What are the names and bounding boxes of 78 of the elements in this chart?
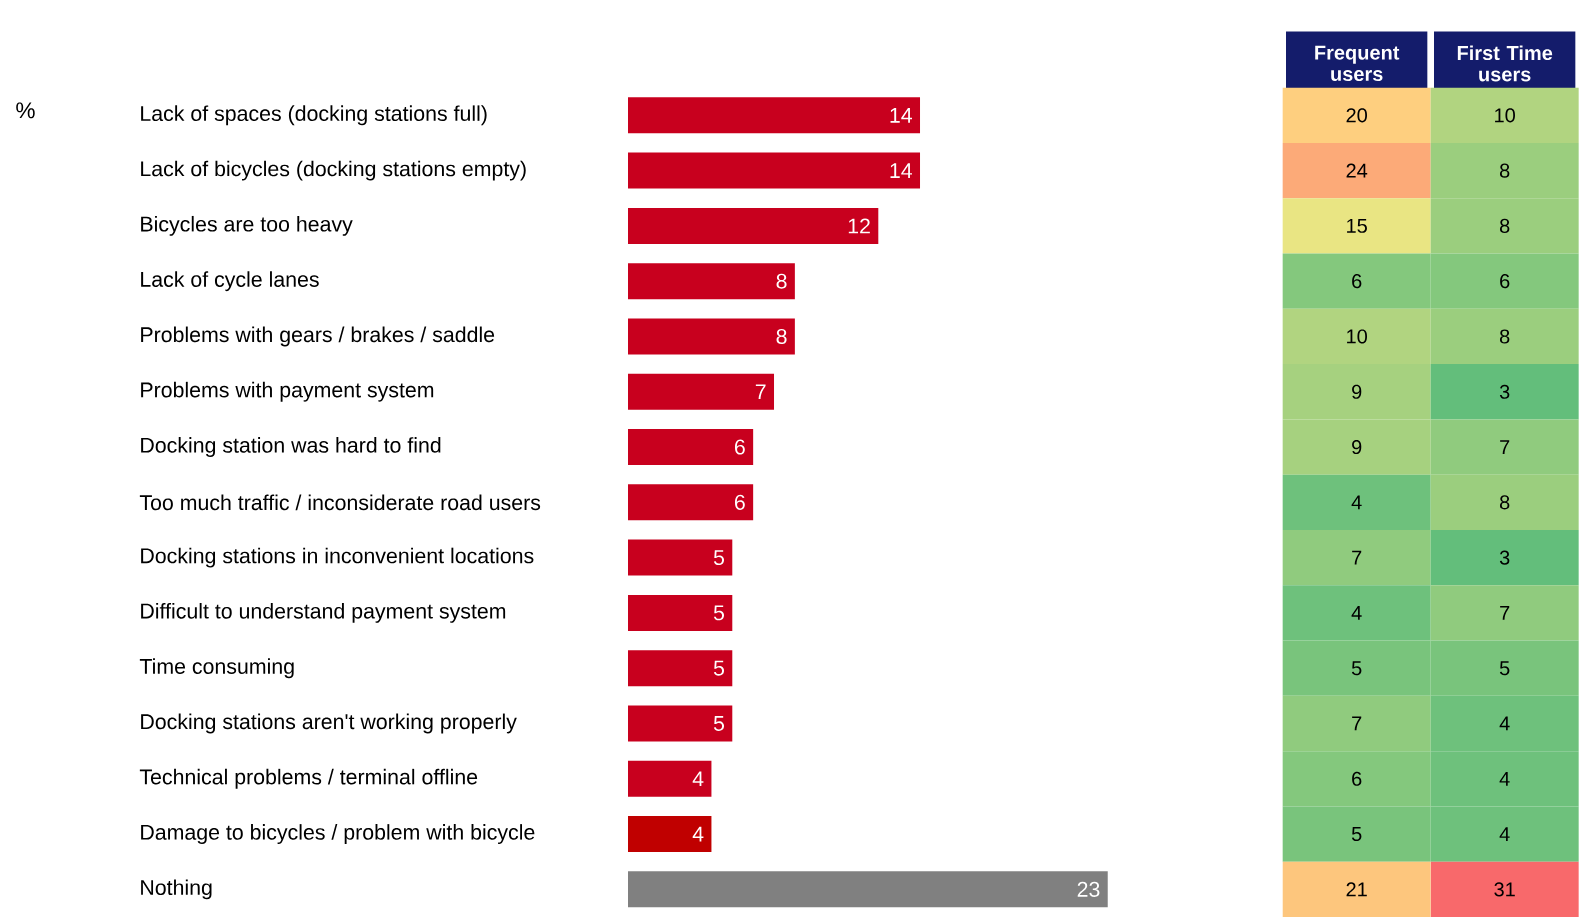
- data-label: 5: [713, 660, 725, 676]
- data-label: 4: [1351, 495, 1362, 510]
- bar: [628, 760, 712, 797]
- data-label: 5: [1351, 661, 1362, 676]
- data-label: 6: [735, 494, 745, 510]
- data-label: 5: [713, 716, 725, 731]
- data-label: 4: [692, 771, 704, 787]
- data-label: 4: [1499, 827, 1510, 841]
- data-label: 8: [1499, 163, 1510, 178]
- x-tick-label: First Time users: [1457, 45, 1553, 82]
- data-label: 8: [1499, 495, 1510, 510]
- data-label: 21: [1346, 882, 1367, 897]
- y-tick-label: Damage to bicycles / problem with bicycle: [141, 824, 535, 845]
- data-label: 5: [1499, 661, 1510, 676]
- bar: [628, 152, 921, 189]
- data-label: 6: [735, 439, 745, 455]
- y-tick-label: Problems with gears / brakes / saddle: [141, 326, 495, 347]
- y-tick-label: Docking stations in inconvenient locations: [141, 547, 534, 568]
- data-label: 8: [776, 328, 787, 345]
- bar: [628, 263, 795, 300]
- y-tick-label: Lack of bicycles (docking stations empty): [141, 160, 526, 181]
- bar: [628, 429, 754, 466]
- data-label: 4: [1499, 716, 1510, 731]
- data-label: 5: [713, 605, 725, 621]
- y-tick-label: Docking stations aren't working properly: [141, 713, 517, 734]
- data-label: 4: [1499, 771, 1510, 786]
- data-label: 14: [890, 107, 912, 123]
- bar: [628, 650, 733, 687]
- data-label: 6: [1500, 274, 1510, 289]
- data-label: 8: [776, 273, 787, 289]
- data-label: 7: [1500, 440, 1510, 454]
- bar: [628, 207, 879, 244]
- data-label: 4: [1351, 606, 1362, 620]
- y-tick-label: Problems with payment system: [141, 381, 434, 402]
- data-label: 7: [1352, 550, 1362, 565]
- data-label: 20: [1346, 108, 1367, 123]
- data-label: 6: [1352, 274, 1362, 289]
- data-label: 3: [1499, 384, 1510, 399]
- data-label: 6: [1352, 771, 1362, 786]
- data-label: 10: [1495, 108, 1515, 123]
- data-label: 31: [1494, 882, 1515, 897]
- bar: [628, 816, 712, 853]
- y-tick-label: Lack of spaces (docking stations full): [141, 105, 487, 126]
- y-tick-label: Lack of cycle lanes: [141, 271, 319, 292]
- bar: [628, 594, 733, 631]
- data-label: 12: [848, 218, 870, 234]
- data-label: 5: [713, 550, 725, 566]
- y-tick-label: Time consuming: [139, 658, 294, 679]
- data-label: 5: [1351, 827, 1362, 842]
- data-label: 7: [755, 384, 766, 400]
- bar: [628, 97, 921, 134]
- bar: [628, 484, 754, 521]
- data-label: 7: [1500, 606, 1510, 620]
- data-label: 4: [692, 826, 704, 842]
- bar: [628, 539, 733, 576]
- data-label: 3: [1499, 550, 1510, 565]
- data-label: 7: [1352, 716, 1362, 731]
- data-label: 15: [1347, 218, 1367, 233]
- data-label: 8: [1499, 218, 1510, 233]
- bar: [628, 318, 795, 355]
- y-tick-label: Docking station was hard to find: [141, 437, 441, 457]
- bar: [628, 705, 733, 742]
- data-label: 23: [1077, 881, 1100, 897]
- y-tick-label: Too much traffic / inconsiderate road users: [139, 494, 541, 511]
- bar: [628, 373, 775, 410]
- text: %: [16, 102, 35, 119]
- data-label: 9: [1352, 384, 1362, 399]
- y-tick-label: Difficult to understand payment system: [141, 602, 506, 623]
- y-tick-label: Technical problems / terminal offline: [139, 768, 478, 789]
- data-label: 14: [890, 163, 912, 178]
- x-tick-label: Frequent users: [1315, 45, 1400, 82]
- data-label: 9: [1352, 439, 1362, 455]
- y-tick-label: Bicycles are too heavy: [141, 215, 353, 236]
- data-label: 8: [1499, 329, 1510, 344]
- data-label: 10: [1347, 329, 1367, 344]
- bar: [628, 871, 1108, 908]
- data-label: 24: [1346, 163, 1368, 178]
- y-tick-label: Nothing: [141, 879, 212, 900]
